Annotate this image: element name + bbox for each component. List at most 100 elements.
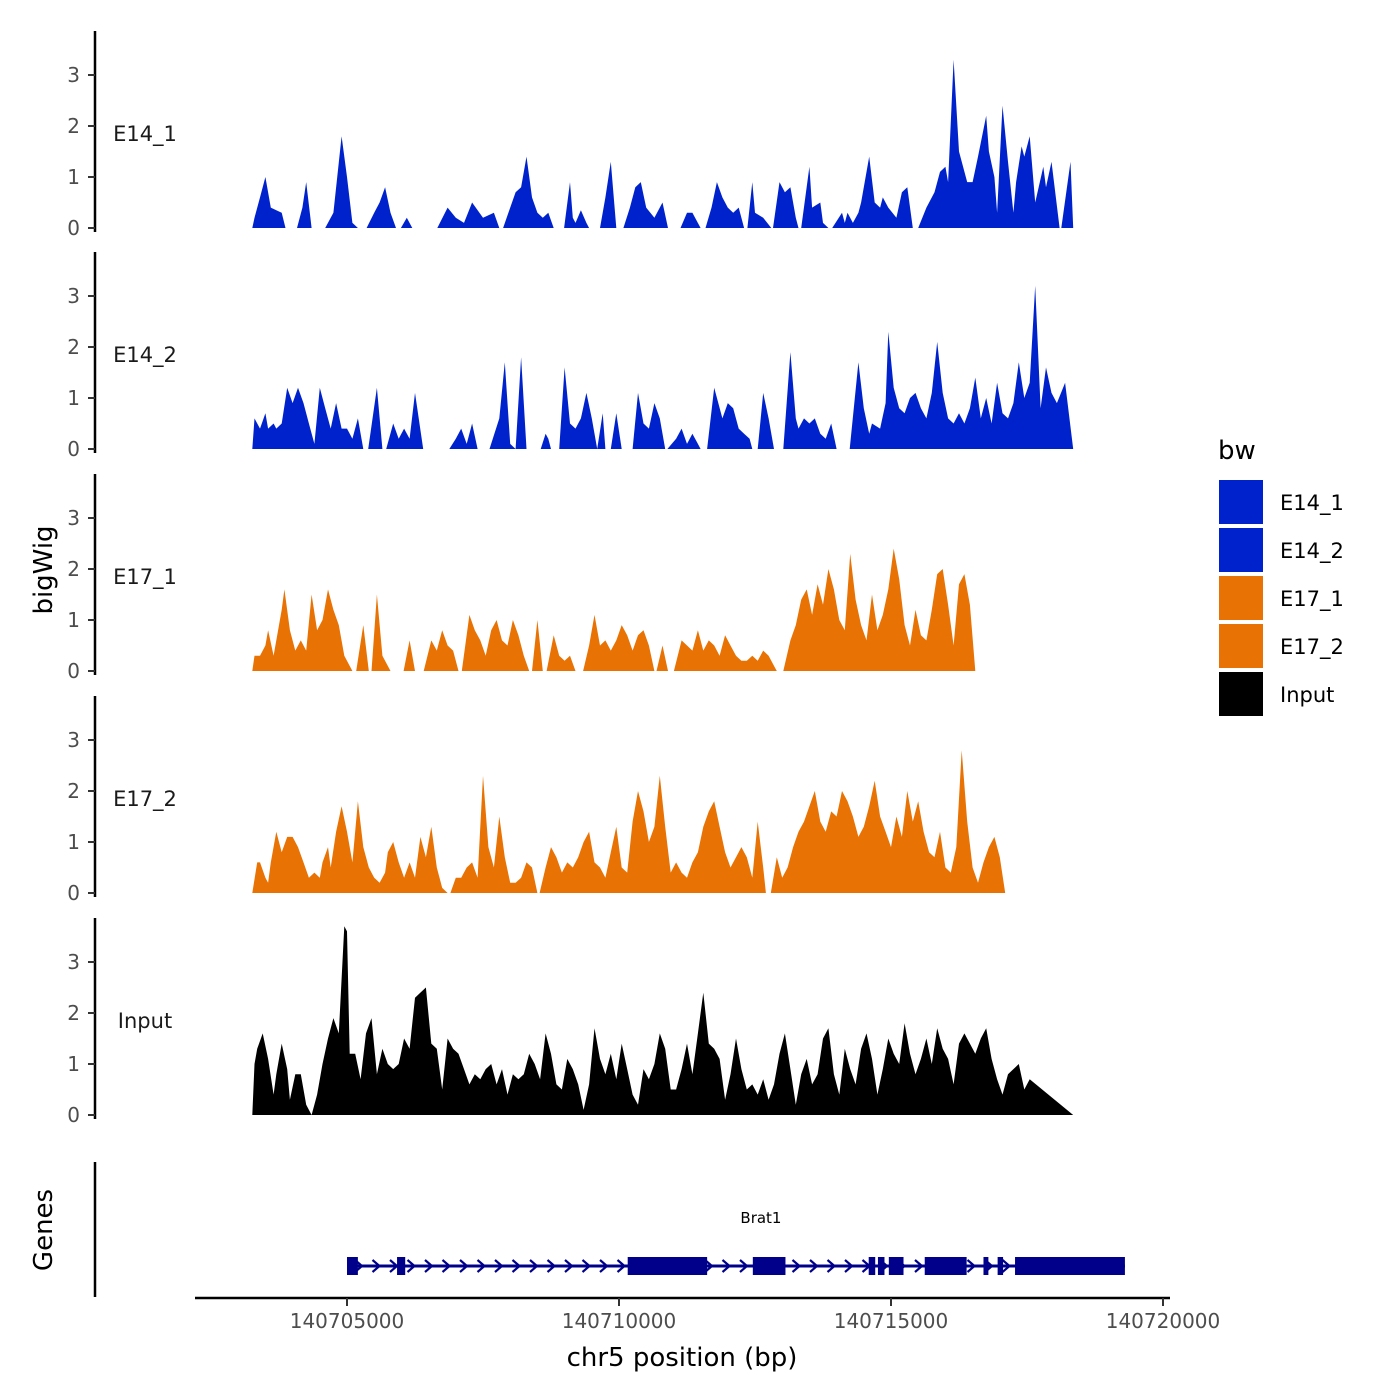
strand-arrow xyxy=(511,1259,522,1273)
strand-arrow xyxy=(389,1259,399,1273)
area-segment xyxy=(832,156,913,228)
area-segment xyxy=(252,387,364,449)
genes-panel: Brat1 xyxy=(93,1162,1125,1297)
legend-label: Input xyxy=(1280,683,1334,707)
area-segment xyxy=(773,182,799,228)
bigwig-tracks: 0 1 2 3 E14_1 0 1 2 3 E14_2 0 1 2 3 E17_1 0 1 2 3 E17_2 0 1 2 3… xyxy=(67,31,1074,1127)
legend-entry-input: Input xyxy=(1219,672,1334,716)
gene-brat1: Brat1 xyxy=(347,1209,1125,1275)
area-segment xyxy=(325,136,358,228)
strand-arrow xyxy=(616,1259,627,1273)
legend-label: E17_2 xyxy=(1280,635,1344,660)
area-segment xyxy=(705,182,745,228)
area-segment xyxy=(386,392,424,449)
strand-arrow xyxy=(599,1259,609,1273)
area-segment xyxy=(801,166,829,228)
area-segment xyxy=(707,387,753,449)
area-segment xyxy=(849,285,1074,449)
y-tick-label: 1 xyxy=(67,386,80,410)
y-tick-label: 3 xyxy=(67,950,80,974)
area-segment xyxy=(400,217,413,228)
strand-arrow xyxy=(564,1259,574,1273)
strand-arrow xyxy=(844,1259,854,1273)
y-tick-label: 0 xyxy=(67,1103,80,1127)
y-tick-label: 1 xyxy=(67,608,80,632)
legend-swatch xyxy=(1219,624,1263,668)
area-segment xyxy=(252,589,353,671)
area-segment xyxy=(356,625,369,671)
gene-label: Brat1 xyxy=(740,1209,781,1227)
track-input: 0 1 2 3 Input xyxy=(67,918,1074,1127)
strand-arrow xyxy=(1001,1259,1012,1273)
area-segment xyxy=(632,392,666,449)
legend-swatch xyxy=(1219,672,1263,716)
y-tick-label: 0 xyxy=(67,659,80,683)
strand-arrow xyxy=(459,1259,469,1273)
area-segment xyxy=(546,635,576,671)
y-tick-label: 2 xyxy=(67,1001,80,1025)
track-label: Input xyxy=(118,1009,172,1033)
area-segment xyxy=(680,212,701,228)
strand-arrow xyxy=(476,1259,487,1273)
track-label: E17_1 xyxy=(113,565,177,590)
strand-arrow xyxy=(721,1259,732,1273)
strand-arrow xyxy=(809,1259,819,1273)
area-segment xyxy=(918,59,1060,229)
area-segment xyxy=(450,775,538,893)
area-segment xyxy=(449,423,478,449)
area-segment xyxy=(539,775,766,893)
gene-exon xyxy=(983,1257,989,1275)
track-label: E14_2 xyxy=(113,343,177,368)
strand-arrow xyxy=(704,1259,714,1273)
strand-arrow xyxy=(546,1259,557,1273)
area-segment xyxy=(770,750,1006,893)
legend-label: E14_1 xyxy=(1280,491,1344,516)
y-tick-label: 1 xyxy=(67,165,80,189)
area-segment xyxy=(559,367,606,449)
area-segment xyxy=(503,156,554,228)
strand-arrow xyxy=(739,1259,749,1273)
y-tick-label: 2 xyxy=(67,335,80,359)
area-segment xyxy=(297,182,312,228)
area-segment xyxy=(600,161,617,228)
legend-label: E17_1 xyxy=(1280,587,1344,612)
track-label: E14_1 xyxy=(113,122,177,147)
area-segment xyxy=(673,630,777,671)
strand-arrow xyxy=(966,1259,977,1273)
y-tick-label: 2 xyxy=(67,557,80,581)
x-tick-label: 140715000 xyxy=(834,1309,949,1333)
legend-title: bw xyxy=(1218,436,1256,466)
legend-entry-e17-1: E17_1 xyxy=(1219,576,1344,620)
strand-arrow xyxy=(581,1259,592,1273)
area-segment xyxy=(252,926,1074,1115)
area-segment xyxy=(403,640,415,671)
area-segment xyxy=(656,645,668,671)
x-axis: 140705000 140710000 140715000 140720000 xyxy=(195,1296,1221,1333)
track-label: E17_2 xyxy=(113,787,177,812)
area-segment xyxy=(783,548,976,671)
strand-arrow xyxy=(791,1259,802,1273)
track-e17-2: 0 1 2 3 E17_2 xyxy=(67,696,1006,905)
y-tick-label: 3 xyxy=(67,63,80,87)
strand-arrow xyxy=(914,1259,924,1273)
area-segment xyxy=(252,177,286,228)
legend-label: E14_2 xyxy=(1280,539,1344,564)
area-segment xyxy=(423,630,459,671)
area-segment xyxy=(623,182,668,228)
gene-exon xyxy=(397,1257,406,1275)
area-segment xyxy=(540,433,551,449)
y-tick-label: 3 xyxy=(67,506,80,530)
gene-exon xyxy=(347,1257,358,1275)
legend-entry-e14-1: E14_1 xyxy=(1219,480,1344,524)
legend-swatch xyxy=(1219,576,1263,620)
area-segment xyxy=(610,413,622,449)
strand-arrow xyxy=(441,1259,452,1273)
y-axis-title: bigWig xyxy=(29,525,59,614)
gene-exon xyxy=(877,1257,885,1275)
gene-exon xyxy=(627,1257,708,1275)
track-e14-1: 0 1 2 3 E14_1 xyxy=(67,31,1074,240)
area-segment xyxy=(489,357,527,449)
x-tick-label: 140720000 xyxy=(1106,1309,1221,1333)
strand-arrow xyxy=(529,1259,539,1273)
y-tick-label: 0 xyxy=(67,881,80,905)
